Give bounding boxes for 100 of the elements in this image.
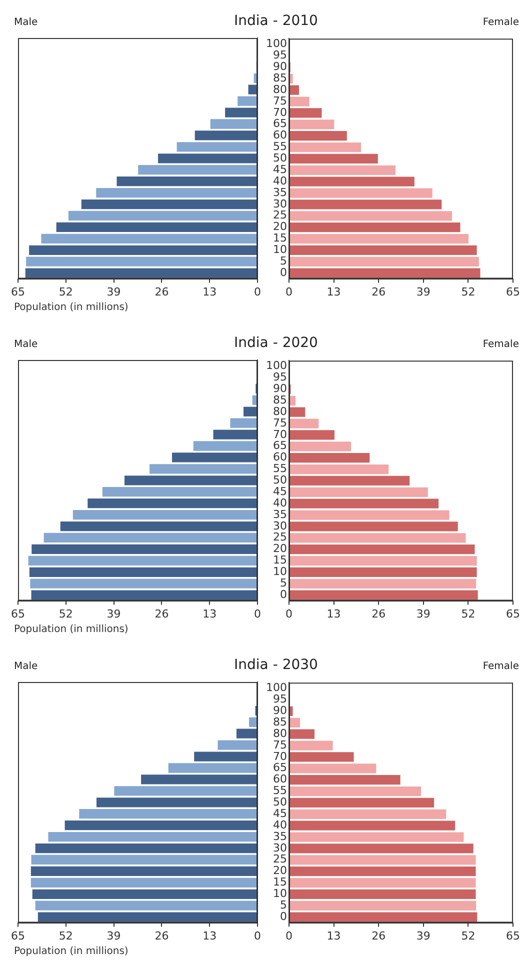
y-tick-label: 5 — [280, 254, 287, 268]
y-tick-label: 85 — [272, 393, 287, 406]
y-tick-label: 75 — [272, 738, 287, 752]
x-tick-label: 65 — [11, 285, 25, 298]
text: Male — [14, 17, 38, 28]
y-tick-label: 25 — [272, 208, 287, 222]
y-tick-label: 80 — [272, 726, 287, 740]
x-tick-label: 13 — [326, 929, 341, 942]
y-tick-label: 100 — [266, 359, 287, 372]
x-tick-label: 52 — [58, 929, 73, 942]
x-tick-label: 26 — [372, 607, 386, 620]
x-tick-label: 52 — [461, 285, 476, 298]
x-tick-label: 65 — [506, 929, 520, 942]
y-tick-label: 35 — [272, 830, 287, 843]
y-tick-label: 25 — [272, 530, 287, 544]
chart-title: India - 2010 — [234, 13, 318, 29]
x-tick-label: 65 — [506, 607, 520, 620]
x-tick-label: 65 — [11, 607, 25, 620]
y-tick-label: 90 — [272, 704, 287, 718]
y-tick-label: 95 — [272, 48, 287, 62]
y-tick-label: 80 — [272, 404, 287, 418]
y-tick-label: 85 — [272, 71, 287, 84]
y-tick-label: 35 — [272, 186, 287, 199]
chart-title: India - 2030 — [234, 657, 318, 673]
y-tick-label: 50 — [272, 796, 287, 809]
y-tick-label: 60 — [272, 772, 287, 786]
y-tick-label: 55 — [272, 784, 287, 798]
x-tick-label: 52 — [461, 929, 476, 942]
x-tick-label: 13 — [326, 285, 341, 298]
y-tick-label: 95 — [272, 370, 287, 384]
y-tick-label: 10 — [272, 243, 287, 256]
y-tick-label: 65 — [272, 117, 287, 130]
y-tick-label: 15 — [272, 554, 287, 567]
y-tick-label: 20 — [272, 220, 287, 234]
y-tick-label: 30 — [272, 519, 287, 532]
y-tick-label: 50 — [272, 474, 287, 487]
y-tick-label: 75 — [272, 416, 287, 430]
y-tick-label: 20 — [272, 864, 287, 878]
y-tick-label: 75 — [272, 94, 287, 108]
y-tick-label: 70 — [272, 750, 287, 763]
text: Male — [14, 339, 38, 350]
y-tick-label: 55 — [272, 462, 287, 476]
x-tick-label: 26 — [154, 929, 169, 942]
x-axis-title: Population (in millions) — [14, 624, 128, 635]
y-tick-label: 65 — [272, 761, 287, 774]
y-tick-label: 20 — [272, 542, 287, 556]
y-tick-label: 10 — [272, 565, 287, 578]
x-tick-label: 0 — [254, 285, 261, 298]
x-tick-label: 26 — [154, 607, 169, 620]
y-tick-label: 5 — [280, 576, 287, 590]
x-tick-label: 39 — [416, 285, 430, 298]
y-tick-label: 100 — [266, 37, 287, 50]
x-tick-label: 39 — [106, 929, 121, 942]
y-tick-label: 80 — [272, 82, 287, 96]
y-tick-label: 5 — [280, 898, 287, 912]
x-tick-label: 65 — [11, 929, 25, 942]
x-tick-label: 26 — [372, 929, 386, 942]
y-tick-label: 30 — [272, 197, 287, 210]
y-tick-label: 15 — [272, 876, 287, 889]
y-tick-label: 100 — [266, 681, 287, 694]
y-tick-label: 0 — [280, 588, 287, 601]
y-tick-label: 25 — [272, 852, 287, 866]
x-tick-label: 13 — [202, 285, 217, 298]
y-tick-label: 70 — [272, 106, 287, 119]
x-tick-label: 13 — [202, 929, 217, 942]
x-tick-label: 13 — [202, 607, 217, 620]
x-tick-label: 26 — [154, 285, 169, 298]
y-tick-label: 45 — [272, 162, 287, 176]
y-tick-label: 55 — [272, 140, 287, 154]
y-tick-label: 70 — [272, 428, 287, 441]
x-tick-label: 26 — [372, 285, 386, 298]
x-tick-label: 39 — [416, 929, 430, 942]
x-tick-label: 0 — [254, 929, 261, 942]
y-tick-label: 10 — [272, 887, 287, 900]
y-tick-label: 95 — [272, 692, 287, 706]
x-axis-title: Population (in millions) — [14, 302, 128, 313]
x-tick-label: 39 — [106, 285, 121, 298]
y-tick-label: 0 — [280, 266, 287, 279]
y-tick-label: 60 — [272, 450, 287, 464]
y-tick-label: 60 — [272, 128, 287, 142]
chart-title: India - 2020 — [234, 335, 318, 351]
x-axis-title: Population (in millions) — [14, 946, 128, 957]
y-tick-label: 40 — [272, 496, 287, 510]
text: Male — [14, 661, 38, 672]
y-tick-label: 45 — [272, 806, 287, 820]
y-tick-label: 35 — [272, 508, 287, 521]
x-tick-label: 52 — [461, 607, 476, 620]
x-tick-label: 0 — [254, 607, 261, 620]
y-tick-label: 50 — [272, 152, 287, 165]
x-tick-label: 13 — [326, 607, 341, 620]
text: Female — [482, 661, 519, 672]
y-tick-label: 40 — [272, 174, 287, 188]
x-tick-label: 39 — [106, 607, 121, 620]
text: Female — [482, 17, 519, 28]
y-tick-label: 0 — [280, 910, 287, 923]
x-tick-label: 52 — [58, 285, 73, 298]
y-tick-label: 90 — [272, 382, 287, 396]
y-tick-label: 30 — [272, 841, 287, 854]
x-tick-label: 39 — [416, 607, 430, 620]
y-tick-label: 40 — [272, 818, 287, 832]
